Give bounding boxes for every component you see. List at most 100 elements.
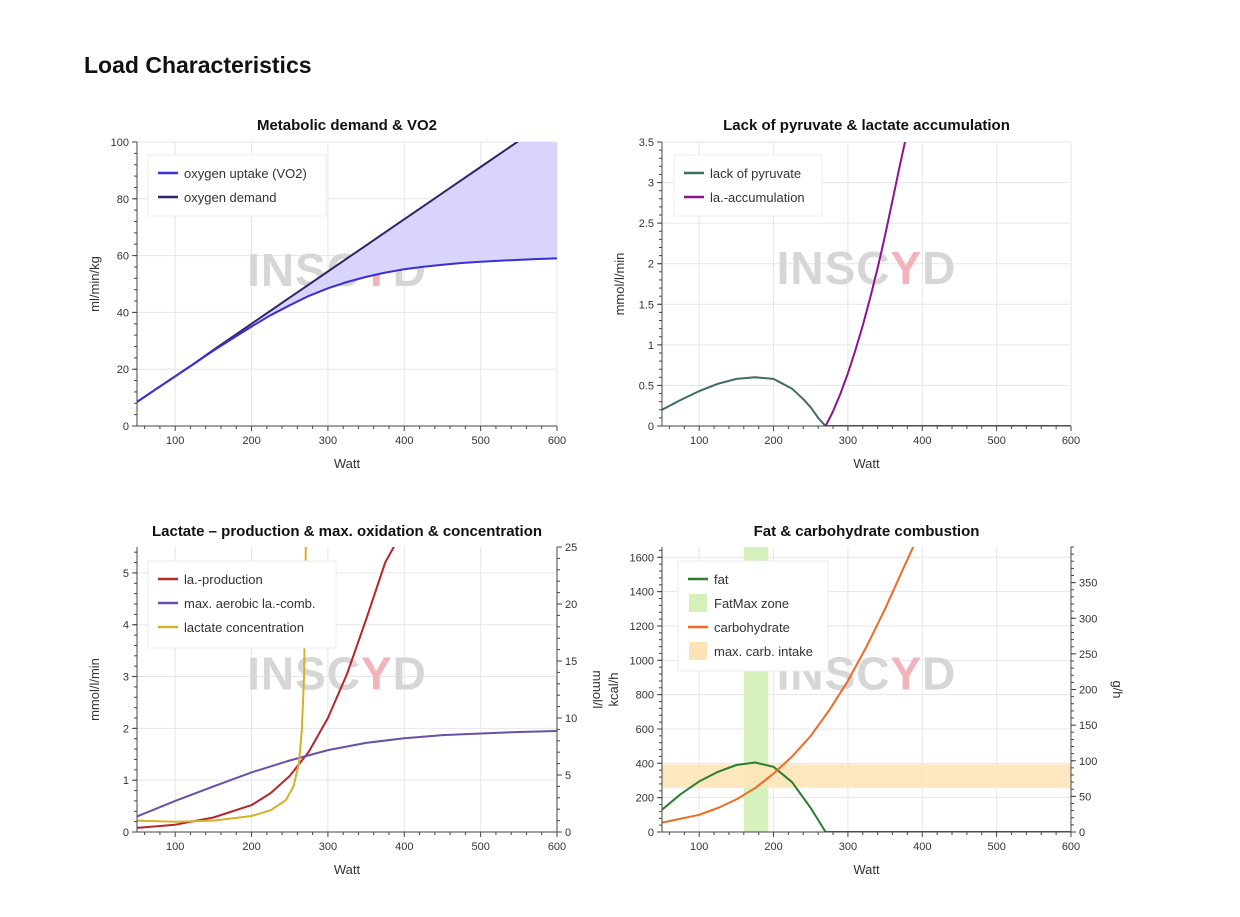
chart-title: Fat & carbohydrate combustion <box>754 523 980 540</box>
x-tick-label: 100 <box>690 435 708 447</box>
x-tick-label: 500 <box>471 435 489 447</box>
y-tick-label: 20 <box>117 364 129 376</box>
y-right-tick-label: 50 <box>1079 791 1091 803</box>
y-right-tick-label: 0 <box>1079 827 1085 839</box>
chart-title: Lack of pyruvate & lactate accumulation <box>723 117 1010 134</box>
y-axis-label: kcal/h <box>606 673 621 707</box>
x-tick-label: 300 <box>839 841 857 853</box>
x-tick-label: 600 <box>548 841 566 853</box>
x-tick-label: 500 <box>987 435 1005 447</box>
x-tick-label: 600 <box>1062 435 1080 447</box>
legend-label-lactate-concentration: lactate concentration <box>184 620 304 635</box>
chart-lactate: Lactate – production & max. oxidation & … <box>87 523 605 877</box>
y-axis-label: ml/min/kg <box>87 256 102 312</box>
y-right-tick-label: 10 <box>565 713 577 725</box>
y-tick-label: 3.5 <box>639 137 654 149</box>
y-tick-label: 1 <box>648 340 654 352</box>
watermark-logo: INSCYD <box>247 648 427 700</box>
y-tick-label: 1000 <box>630 655 654 667</box>
series-line-fat <box>662 761 1071 832</box>
x-tick-label: 400 <box>395 841 413 853</box>
plot-area <box>137 547 557 829</box>
legend-label-lack-of-pyruvate: lack of pyruvate <box>710 166 801 181</box>
y-tick-label: 4 <box>123 620 129 632</box>
watermark-text-accent: Y <box>361 648 393 700</box>
series-line-lactate-concentration <box>137 547 307 823</box>
y-tick-label: 0 <box>648 421 654 433</box>
watermark-text-accent: Y <box>890 242 922 294</box>
legend-label-carbohydrate: carbohydrate <box>714 620 790 635</box>
y-tick-label: 0 <box>123 421 129 433</box>
x-axis-label: Watt <box>853 862 880 877</box>
legend-label-la-production: la.-production <box>184 572 263 587</box>
watermark-text-right: D <box>922 648 956 700</box>
y-right-tick-label: 20 <box>565 599 577 611</box>
x-axis-label: Watt <box>334 456 361 471</box>
y-tick-label: 600 <box>636 724 654 736</box>
watermark-text-right: D <box>393 648 427 700</box>
x-axis-label: Watt <box>853 456 880 471</box>
y-tick-label: 0 <box>648 827 654 839</box>
plot-area <box>137 142 557 403</box>
x-tick-label: 200 <box>764 435 782 447</box>
y-tick-label: 80 <box>117 194 129 206</box>
legend-label-max-carb-intake: max. carb. intake <box>714 644 813 659</box>
legend-label-max-aerobic-la-comb: max. aerobic la.-comb. <box>184 596 316 611</box>
chart-legend: la.-production max. aerobic la.-comb. lact… <box>147 560 337 649</box>
y-right-tick-label: 150 <box>1079 720 1097 732</box>
chart-title: Metabolic demand & VO2 <box>257 117 437 134</box>
chart-legend: oxygen uptake (VO2) oxygen demand <box>147 154 327 217</box>
y-right-tick-label: 350 <box>1079 578 1097 590</box>
x-tick-label: 400 <box>395 435 413 447</box>
y-right-tick-label: 300 <box>1079 613 1097 625</box>
legend-label-oxygen-demand: oxygen demand <box>184 190 277 205</box>
legend-label-fat: fat <box>714 572 729 587</box>
y-right-tick-label: 250 <box>1079 649 1097 661</box>
legend-label-oxygen-uptake-vo2: oxygen uptake (VO2) <box>184 166 307 181</box>
area-vo2-gap <box>137 142 557 402</box>
y-tick-label: 400 <box>636 758 654 770</box>
y-tick-label: 1.5 <box>639 299 654 311</box>
series-line-carbohydrate <box>662 547 915 824</box>
x-tick-label: 300 <box>839 435 857 447</box>
y-tick-label: 3 <box>648 178 654 190</box>
y-tick-label: 60 <box>117 251 129 263</box>
x-tick-label: 100 <box>166 841 184 853</box>
y-right-tick-label: 5 <box>565 770 571 782</box>
watermark-text-accent: Y <box>890 648 922 700</box>
y-axis-label: mmol/l/min <box>87 658 102 721</box>
legend-swatch-max-carb-intake <box>689 642 707 660</box>
y-axis-label: mmol/l/min <box>612 253 627 316</box>
y-right-tick-label: 0 <box>565 827 571 839</box>
y-tick-label: 5 <box>123 568 129 580</box>
y-tick-label: 0.5 <box>639 380 654 392</box>
y-right-tick-label: 15 <box>565 656 577 668</box>
series-line-la-accumulation <box>824 142 907 426</box>
legend-box <box>673 154 823 217</box>
plot-area <box>662 142 1071 426</box>
zone-max-carb-intake <box>662 764 1071 788</box>
chart-legend: lack of pyruvate la.-accumulation <box>673 154 823 217</box>
y-tick-label: 2.5 <box>639 218 654 230</box>
y-tick-label: 200 <box>636 793 654 805</box>
series-line-lack-of-pyruvate <box>662 376 1071 426</box>
x-tick-label: 400 <box>913 841 931 853</box>
watermark-text-right: D <box>922 242 956 294</box>
y-axis-right-label: mmol/l <box>590 670 605 708</box>
x-tick-label: 100 <box>690 841 708 853</box>
legend-label-la-accumulation: la.-accumulation <box>710 190 805 205</box>
x-tick-label: 400 <box>913 435 931 447</box>
y-tick-label: 40 <box>117 307 129 319</box>
y-tick-label: 800 <box>636 690 654 702</box>
y-axis-right-label: g/h <box>1110 680 1125 698</box>
y-tick-label: 2 <box>648 259 654 271</box>
y-tick-label: 1 <box>123 775 129 787</box>
x-tick-label: 600 <box>1062 841 1080 853</box>
legend-swatch-fatmax-zone <box>689 594 707 612</box>
chart-legend: fat FatMax zone carbohydrate max. carb. int… <box>677 560 829 672</box>
y-tick-label: 2 <box>123 723 129 735</box>
x-tick-label: 300 <box>319 841 337 853</box>
y-right-tick-label: 200 <box>1079 685 1097 697</box>
